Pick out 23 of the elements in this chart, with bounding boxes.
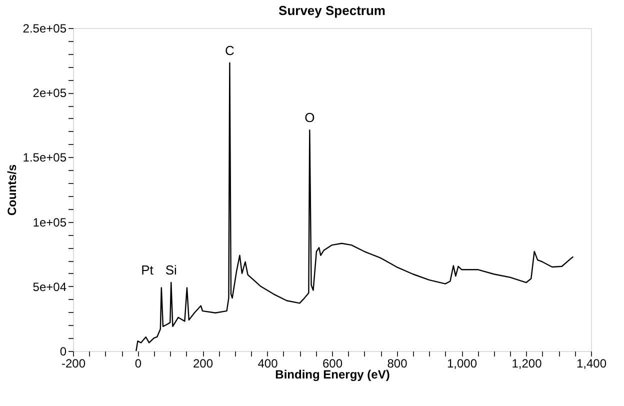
line-series	[136, 62, 574, 352]
annotation: Si	[165, 262, 177, 278]
y-tick-label: 2e+05	[32, 86, 67, 100]
y-tick-label: 1e+05	[32, 215, 67, 230]
x-tick-label: 200	[192, 356, 214, 370]
x-tick-label: -200	[61, 356, 86, 370]
x-tick-label: 1,400	[576, 356, 607, 370]
annotation: Pt	[141, 262, 154, 278]
x-tick-label: 1,200	[512, 356, 542, 370]
y-tick-label: 1.5e+05	[22, 150, 67, 165]
x-tick-label: 400	[258, 356, 278, 370]
y-tick-label: 2.5e+05	[22, 22, 67, 36]
x-tick-label: 1,000	[446, 356, 478, 370]
y-tick-label: 5e+04	[32, 280, 67, 294]
annotation: O	[304, 110, 315, 126]
x-tick-label: 0	[134, 356, 142, 370]
x-axis-title: Binding Energy (eV)	[275, 368, 390, 382]
x-tick-label: 600	[322, 356, 343, 370]
chart-title: Survey Spectrum	[278, 3, 386, 18]
annotation: C	[225, 42, 234, 58]
y-axis-title: Counts/s	[4, 164, 19, 216]
x-tick-label: 800	[387, 356, 408, 370]
y-tick-label: 0	[60, 344, 67, 358]
